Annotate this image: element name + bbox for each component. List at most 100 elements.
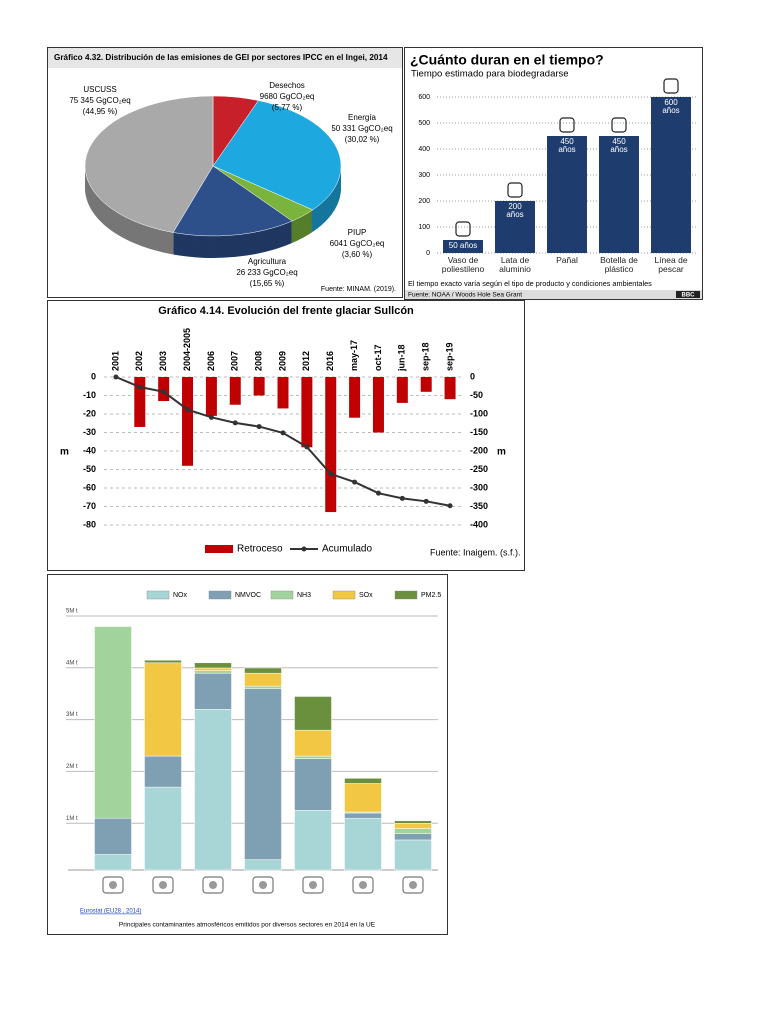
bar-segment <box>294 729 332 757</box>
bar-segment <box>244 859 282 871</box>
y2-axis-label: m <box>497 447 506 458</box>
y-tick-label: -70 <box>83 501 96 511</box>
x-tick-label: 2016 <box>325 351 335 371</box>
bar-segment <box>194 662 232 669</box>
pie-slice <box>212 100 342 211</box>
slice-value-label: (44,95 %) <box>83 107 118 116</box>
x-tick-label: 2001 <box>110 351 120 371</box>
slice-label: Agricultura <box>248 257 287 266</box>
x-tick-label: 2003 <box>158 351 168 371</box>
bar-segment <box>144 662 182 757</box>
slice-emission: 9680 GgCO₂eq <box>260 92 315 101</box>
line-point <box>447 503 453 509</box>
slice-value-label: (3,60 %) <box>342 250 373 259</box>
bar-value-label: 600 años <box>662 98 680 116</box>
line-point <box>375 490 381 496</box>
legend-swatch <box>394 590 418 600</box>
legend-swatch <box>146 590 170 600</box>
bar-segment <box>194 670 232 674</box>
bar-segment <box>394 828 432 834</box>
bar <box>182 377 194 466</box>
pie-slice <box>172 165 293 237</box>
bar-segment <box>394 823 432 829</box>
legend-swatch <box>332 590 356 600</box>
source: Fuente: MINAM. (2019). <box>321 286 396 293</box>
y-tick-label: -10 <box>83 390 96 400</box>
bar-value-label: 200 años <box>506 202 524 220</box>
source: Eurostat (EU28 , 2014) <box>80 909 141 915</box>
icon <box>455 221 471 237</box>
bar <box>420 377 432 392</box>
x-tick-label: 2008 <box>254 351 264 371</box>
slice-emission: 50 331 GgCO₂eq <box>331 124 392 133</box>
line-point <box>161 389 167 395</box>
sector-icon-detail <box>409 881 417 889</box>
slice-value-label: (30,02 %) <box>345 135 380 144</box>
y-axis-label: m <box>60 447 69 458</box>
line-point <box>304 444 310 450</box>
bar-segment <box>194 709 232 871</box>
bar <box>495 201 535 253</box>
x-tick-label: oct-17 <box>373 344 383 371</box>
y-tick-label: -20 <box>83 408 96 418</box>
chart-title: Gráfico 4.32. Distribución de las emisio… <box>54 53 388 62</box>
y2-tick-label: -150 <box>470 427 488 437</box>
bar-segment <box>394 833 432 841</box>
bar-value-label: 50 años <box>448 241 478 250</box>
line-point <box>352 479 358 485</box>
line-point <box>280 430 286 436</box>
sector-icon-detail <box>259 881 267 889</box>
y-tick-label: 5M t <box>66 609 78 615</box>
bar-segment <box>294 810 332 871</box>
legend-label: NH3 <box>297 592 311 599</box>
y-tick-label: 600 <box>418 94 430 101</box>
y-tick-label: -50 <box>83 464 96 474</box>
line-point <box>399 495 405 501</box>
x-tick-label: Pañal <box>556 255 578 265</box>
bar <box>396 377 408 403</box>
line-point <box>185 407 191 413</box>
y2-tick-label: -200 <box>470 445 488 455</box>
legend-swatch <box>208 590 232 600</box>
bar-segment <box>294 755 332 759</box>
x-tick-label: 2007 <box>230 351 240 371</box>
chart-title: ¿Cuánto duran en el tiempo? <box>410 52 604 68</box>
y-tick-label: 300 <box>418 172 430 179</box>
bar-segment <box>344 817 382 871</box>
bar-segment <box>244 672 282 687</box>
note: El tiempo exacto varía según el tipo de … <box>408 279 652 288</box>
bar-segment <box>244 688 282 860</box>
line-point <box>423 498 429 504</box>
brand-box <box>676 291 700 298</box>
sector-icon-detail <box>109 881 117 889</box>
x-tick-label: 2002 <box>134 351 144 371</box>
slice-emission: 26 233 GgCO₂eq <box>236 268 297 277</box>
brand: BBC <box>682 293 696 299</box>
y2-tick-label: -300 <box>470 482 488 492</box>
bar <box>349 377 361 418</box>
sector-icon-detail <box>159 881 167 889</box>
x-tick-label: jun-18 <box>397 344 407 372</box>
x-tick-label: sep-18 <box>421 342 431 371</box>
source: Fuente: NOAA / Woods Hole Sea Grant <box>408 292 522 299</box>
bar <box>158 377 170 402</box>
y-tick-label: 0 <box>426 250 430 257</box>
sector-icon <box>302 876 324 894</box>
bar <box>443 240 483 253</box>
line-point <box>113 374 119 380</box>
legend-label: Retroceso <box>237 544 283 555</box>
slice-emission: 75 345 GgCO₂eq <box>69 96 130 105</box>
x-tick-label: 2009 <box>277 351 287 371</box>
line-point <box>137 384 143 390</box>
legend-swatch <box>205 545 233 553</box>
bar-segment <box>394 820 432 824</box>
icon <box>611 117 627 133</box>
bar <box>325 377 337 513</box>
slice-value-label: (5,77 %) <box>272 103 303 112</box>
source-band <box>405 290 702 299</box>
bar-value-label: 450 años <box>610 137 628 155</box>
bar-segment <box>394 839 432 871</box>
y-tick-label: 3M t <box>66 712 78 718</box>
x-tick-label: 2006 <box>206 351 216 371</box>
